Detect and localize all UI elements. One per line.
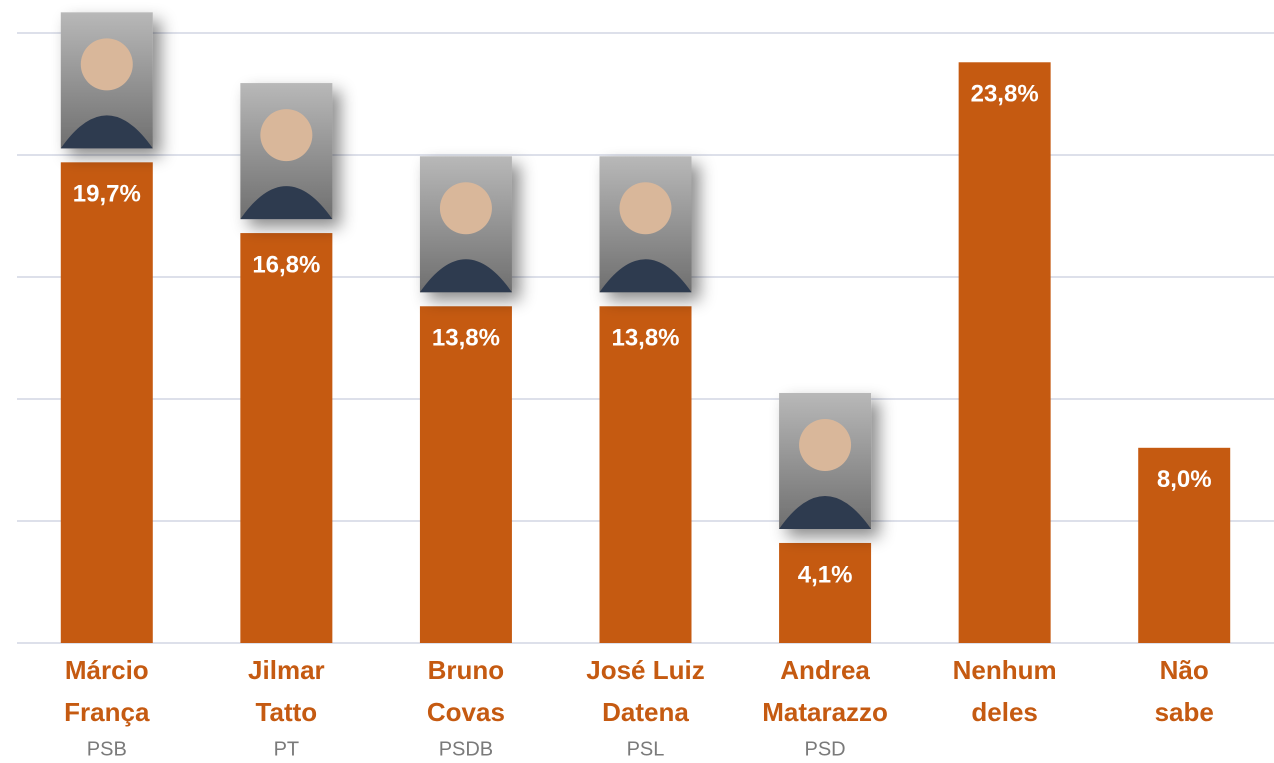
category-label: sabe bbox=[1155, 697, 1214, 727]
bar bbox=[420, 306, 512, 643]
candidate-photo bbox=[240, 83, 332, 219]
category-label: Bruno bbox=[428, 655, 505, 685]
value-label: 19,7% bbox=[73, 181, 141, 208]
candidate-photo bbox=[420, 156, 512, 292]
party-label: PSDB bbox=[439, 738, 493, 760]
category-label: Nenhum bbox=[953, 655, 1057, 685]
category-label: Márcio bbox=[65, 655, 149, 685]
category-label: Não bbox=[1160, 655, 1209, 685]
value-label: 13,8% bbox=[432, 325, 500, 352]
photo-head bbox=[260, 109, 312, 161]
party-label: PSL bbox=[627, 738, 665, 760]
party-label: PSD bbox=[805, 738, 846, 760]
chart: 19,7% Márcio França PSB 16,8% Jilmar Tatto PT 13… bbox=[0, 0, 1274, 763]
category-label: Covas bbox=[427, 697, 505, 727]
value-label: 4,1% bbox=[798, 561, 853, 588]
photo-head bbox=[799, 419, 851, 471]
bar bbox=[61, 162, 153, 643]
party-label: PSB bbox=[87, 738, 127, 760]
photo-head bbox=[620, 182, 672, 234]
category-label: Datena bbox=[602, 697, 689, 727]
category-label: França bbox=[64, 697, 150, 727]
category-label: Matarazzo bbox=[762, 697, 888, 727]
bar bbox=[600, 306, 692, 643]
bar bbox=[779, 543, 871, 643]
value-label: 13,8% bbox=[611, 325, 679, 352]
category-label: deles bbox=[971, 697, 1038, 727]
category-label: Tatto bbox=[256, 697, 318, 727]
bar bbox=[240, 233, 332, 643]
category-label: Andrea bbox=[780, 655, 870, 685]
photo-head bbox=[81, 38, 133, 90]
party-label: PT bbox=[274, 738, 300, 760]
bar bbox=[959, 62, 1051, 643]
value-label: 16,8% bbox=[252, 251, 320, 278]
candidate-photo bbox=[779, 393, 871, 529]
value-label: 23,8% bbox=[971, 81, 1039, 108]
category-label: Jilmar bbox=[248, 655, 325, 685]
value-label: 8,0% bbox=[1157, 466, 1212, 493]
category-label: José Luiz bbox=[586, 655, 704, 685]
candidate-photo bbox=[61, 12, 153, 148]
page: {"chart_data": { "type": "bar", "categor… bbox=[0, 0, 1274, 763]
candidate-photo bbox=[600, 156, 692, 292]
photo-head bbox=[440, 182, 492, 234]
